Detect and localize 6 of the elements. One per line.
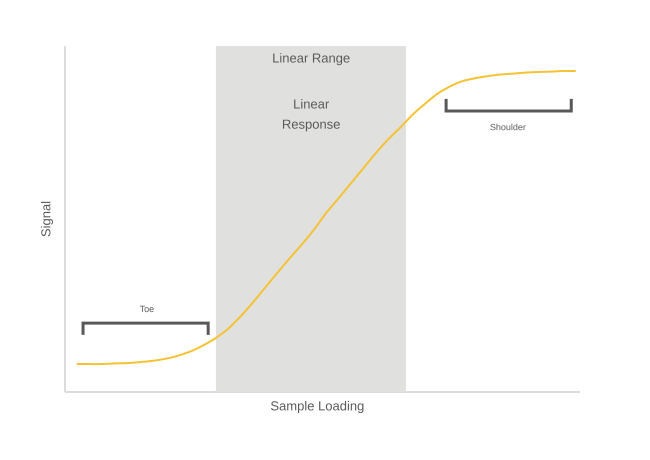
- text: Linear Range: [273, 53, 350, 66]
- annotation: Linear Response: [282, 99, 340, 132]
- annotation: Shoulder: [490, 124, 526, 130]
- y-axis-title: Signal: [40, 202, 54, 236]
- annotation: Toe: [140, 306, 154, 312]
- x-axis-title: Sample Loading: [270, 400, 364, 414]
